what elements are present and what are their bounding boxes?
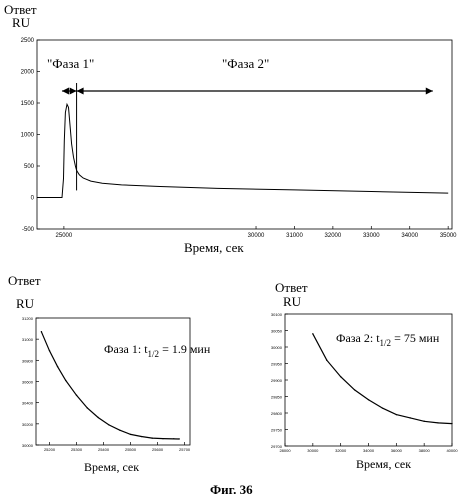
chart2-data-point (312, 333, 314, 335)
chart2-xtick-label: 40000 (446, 448, 458, 453)
phase2-annotation: "Фаза 2" (222, 56, 269, 71)
chart0-ytick-label: 2000 (21, 70, 35, 76)
chart2-xtick-label: 34000 (363, 448, 375, 453)
chart0-series-line (37, 102, 449, 198)
chart1-data-point (173, 438, 175, 440)
phase2-ylabel-line1: Ответ (275, 280, 308, 295)
chart1-data-point (108, 424, 110, 426)
phase1-arrow-head-left (61, 87, 69, 95)
chart2-data-point (451, 422, 453, 425)
phase1-arrow-head-right (69, 87, 77, 95)
chart1-xtick-label: 25500 (125, 447, 137, 452)
phase1-xlabel: Время, сек (84, 460, 139, 474)
phase2-xlabel: Время, сек (356, 457, 411, 471)
chart1-data-point (119, 429, 121, 431)
chart1-xtick-label: 25700 (179, 447, 191, 452)
chart1-data-point (75, 394, 78, 396)
chart2-xtick-label: 30000 (307, 448, 319, 453)
chart2-ytick-label: 29850 (271, 395, 283, 400)
chart1-data-point (86, 407, 89, 409)
chart2-xtick-label: 32000 (335, 448, 347, 453)
phase2-arrow-head-left (76, 87, 84, 95)
chart2-data-point (423, 420, 425, 422)
chart1-ytick-label: 30800 (22, 358, 34, 363)
phase2-arrow-head-right (425, 87, 433, 95)
main-ylabel-line2: RU (12, 15, 31, 30)
phase1-chart: Ответ RU Время, сек Фаза 1: t1/2 = 1.9 м… (8, 273, 211, 474)
chart0-xtick-label: 35000 (440, 233, 457, 239)
chart0-ytick-label: 500 (24, 164, 35, 170)
chart2-data-point (353, 389, 356, 391)
chart0-xtick-label: 30000 (248, 233, 265, 239)
chart0-xtick-label: 34000 (401, 233, 418, 239)
chart1-xtick-label: 25400 (98, 447, 110, 452)
chart1-xtick-label: 25200 (44, 447, 56, 452)
chart2-data-point (409, 417, 411, 419)
chart1-data-point (162, 437, 164, 440)
chart0-ytick-label: -500 (22, 227, 35, 233)
chart1-ytick-label: 30200 (22, 422, 34, 427)
main-ylabel-line1: Ответ (4, 2, 37, 17)
chart0-ytick-label: 2500 (21, 38, 35, 44)
chart2-ytick-label: 29950 (271, 362, 283, 367)
main-chart: Ответ RU Время, сек "Фаза 1" "Фаза 2" -5… (4, 2, 457, 255)
chart1-ytick-label: 30600 (22, 380, 34, 385)
chart2-xtick-label: 38000 (419, 448, 431, 453)
chart1-data-point (56, 365, 59, 368)
chart0-ytick-label: 0 (31, 196, 35, 202)
phase1-annotation: "Фаза 1" (47, 56, 94, 71)
chart1-data-point (97, 416, 99, 419)
chart2-ytick-label: 29700 (271, 444, 283, 449)
main-xlabel: Время, сек (184, 240, 244, 255)
chart1-ytick-label: 31000 (22, 337, 34, 342)
chart2-data-point (381, 407, 384, 409)
chart1-data-point (40, 331, 43, 333)
phase1-ylabel-line1: Ответ (8, 273, 41, 288)
chart2-ytick-label: 29750 (271, 428, 283, 433)
phase1-halflife-annotation: Фаза 1: t1/2 = 1.9 мин (104, 342, 211, 359)
chart0-xtick-label: 33000 (363, 233, 380, 239)
chart2-ytick-label: 30000 (271, 345, 283, 350)
chart2-xtick-label: 36000 (391, 448, 403, 453)
phase2-chart: Ответ RU Время, сек Фаза 2: t1/2 = 75 ми… (271, 280, 458, 471)
chart0-ytick-label: 1500 (21, 101, 35, 107)
chart1-xtick-label: 25600 (152, 447, 164, 452)
phase2-ylabel-line2: RU (283, 294, 302, 309)
chart2-data-point (367, 399, 370, 401)
chart1-plot-frame (35, 317, 191, 446)
phase1-ylabel-line2: RU (16, 296, 35, 311)
chart2-data-point (395, 413, 398, 416)
chart2-data-point (326, 359, 328, 361)
chart2-ytick-label: 30050 (271, 329, 283, 334)
chart0-ytick-label: 1000 (21, 133, 35, 139)
chart1-data-point (178, 438, 180, 440)
chart1-data-point (151, 437, 153, 439)
chart1-data-point (48, 350, 51, 352)
chart2-ytick-label: 30100 (271, 312, 283, 317)
chart1-ytick-label: 30000 (22, 443, 34, 448)
chart2-data-point (437, 422, 439, 424)
figure-caption: Фиг. 36 (210, 482, 253, 497)
chart1-ytick-label: 31200 (22, 316, 34, 321)
chart1-ytick-label: 30400 (22, 401, 34, 406)
chart1-data-point (129, 433, 132, 436)
chart2-ytick-label: 29800 (271, 411, 283, 416)
chart1-data-point (65, 379, 67, 382)
chart0-xtick-label: 25000 (56, 233, 73, 239)
phase2-halflife-annotation: Фаза 2: t1/2 = 75 мин (336, 331, 440, 348)
chart1-data-point (140, 435, 143, 438)
chart1-xtick-label: 25300 (71, 447, 83, 452)
chart2-ytick-label: 29900 (271, 378, 283, 383)
chart2-xtick-label: 28000 (279, 448, 291, 453)
chart0-xtick-label: 32000 (325, 233, 342, 239)
chart2-data-point (339, 376, 342, 378)
chart0-xtick-label: 31000 (286, 233, 303, 239)
